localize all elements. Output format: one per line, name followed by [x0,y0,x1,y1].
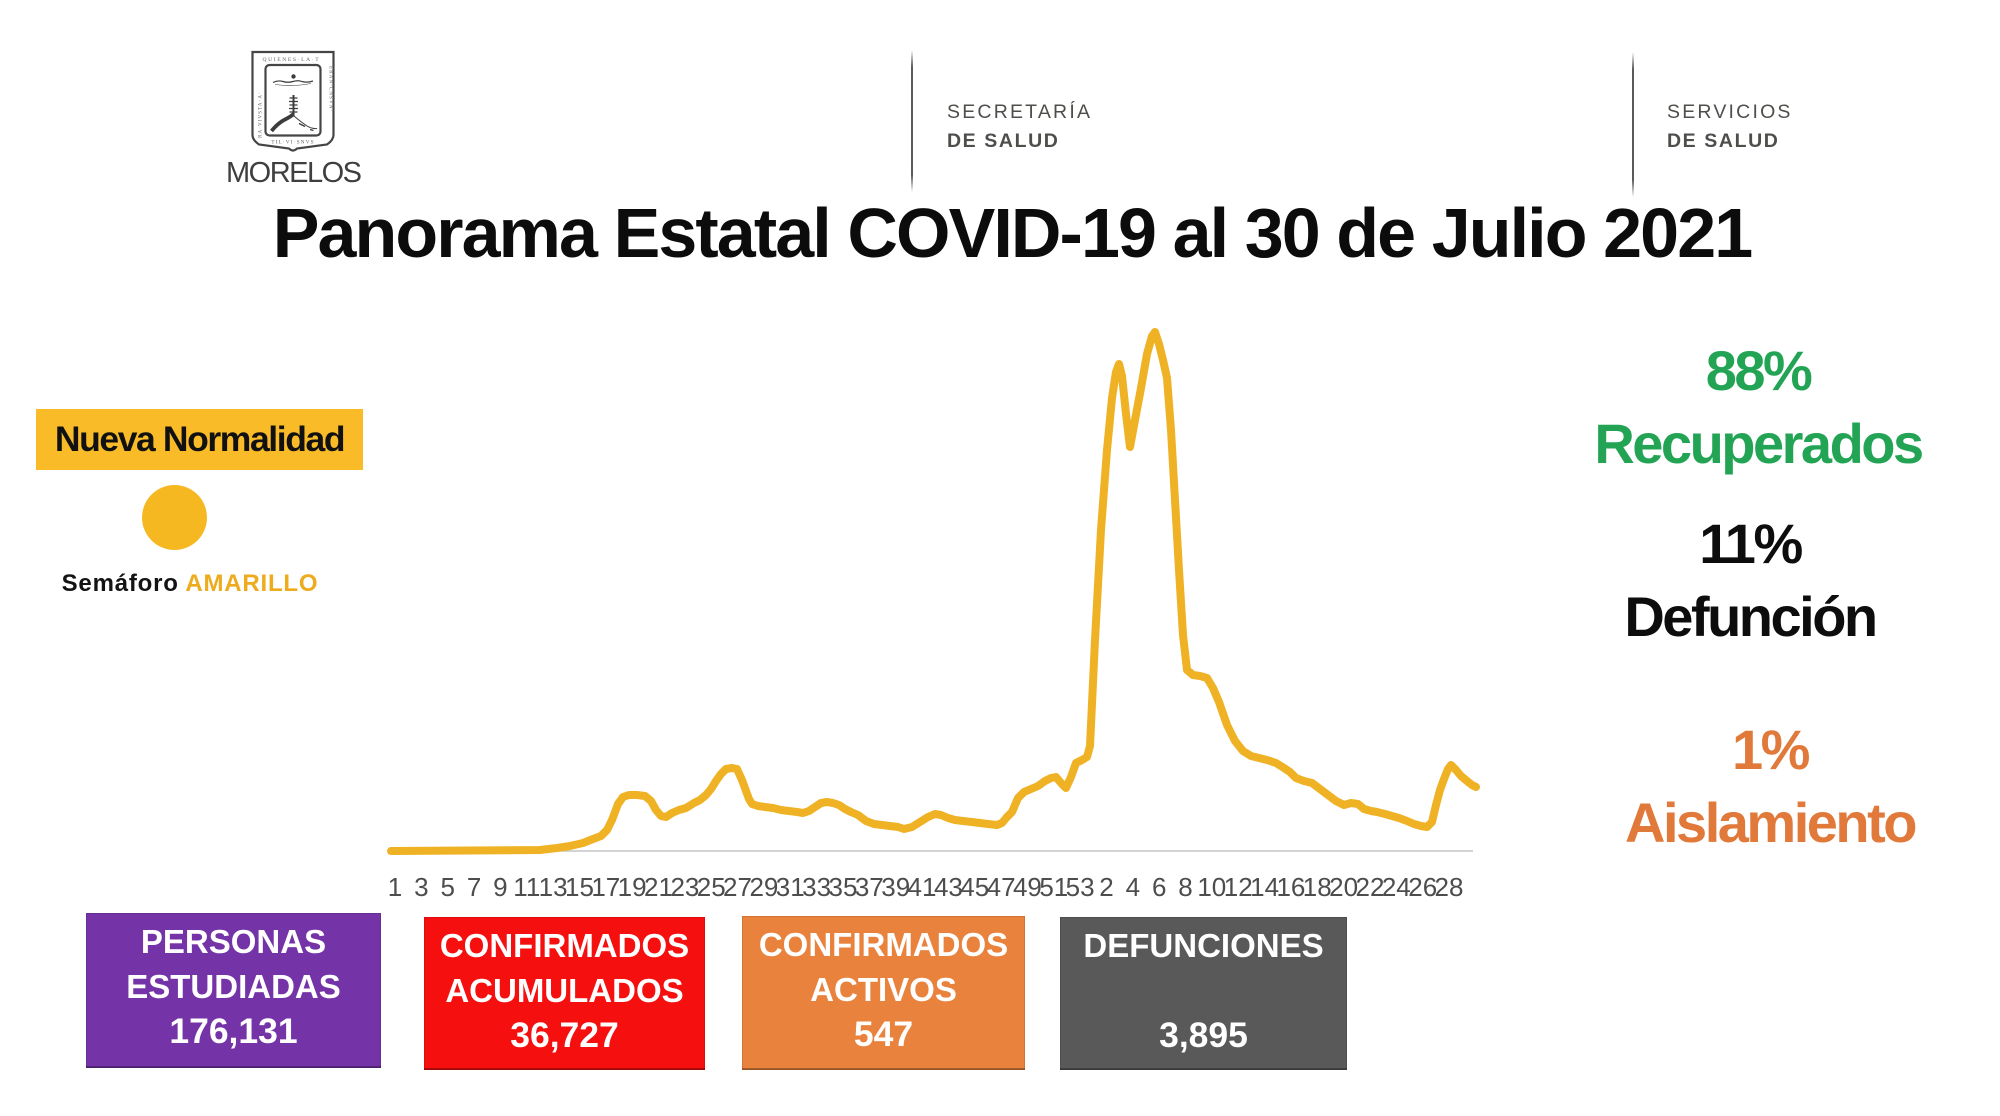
svg-text:3: 3 [414,872,428,902]
svg-text:17: 17 [591,872,620,902]
svg-text:RA·VIVSTA·A·: RA·VIVSTA·A· [258,91,264,138]
svg-text:TIL·VI·SNVS: TIL·VI·SNVS [271,140,315,146]
svg-text:31: 31 [776,872,805,902]
svg-text:39: 39 [881,872,910,902]
svg-text:22: 22 [1356,872,1385,902]
svg-text:45: 45 [960,872,989,902]
svg-text:24: 24 [1382,872,1411,902]
svg-text:29: 29 [749,872,778,902]
svg-text:26: 26 [1408,872,1437,902]
svg-text:12: 12 [1224,872,1253,902]
svg-text:43: 43 [934,872,963,902]
svg-text:33: 33 [802,872,831,902]
svg-text:27: 27 [723,872,752,902]
svg-text:2: 2 [1099,872,1113,902]
svg-text:7: 7 [467,872,481,902]
svg-text:28: 28 [1435,872,1464,902]
svg-text:10: 10 [1197,872,1226,902]
svg-text:16: 16 [1276,872,1305,902]
svg-text:11: 11 [513,872,540,902]
svg-text:35: 35 [829,872,858,902]
svg-text:1: 1 [388,872,402,902]
svg-text:18: 18 [1303,872,1332,902]
svg-text:51: 51 [1039,872,1068,902]
svg-text:15: 15 [565,872,594,902]
svg-text:19: 19 [618,872,647,902]
svg-text:8: 8 [1178,872,1192,902]
svg-text:49: 49 [1013,872,1042,902]
svg-text:21: 21 [644,872,673,902]
svg-text:14: 14 [1250,872,1279,902]
svg-text:6: 6 [1152,872,1166,902]
svg-text:23: 23 [670,872,699,902]
svg-text:5: 5 [440,872,454,902]
svg-text:25: 25 [697,872,726,902]
svg-text:20: 20 [1329,872,1358,902]
svg-text:ERAN·CNSVN·: ERAN·CNSVN· [328,66,334,112]
svg-text:53: 53 [1066,872,1095,902]
svg-text:QUIENES·LA·T: QUIENES·LA·T [263,57,321,63]
svg-text:9: 9 [493,872,507,902]
svg-text:4: 4 [1126,872,1140,902]
svg-text:13: 13 [539,872,568,902]
svg-text:47: 47 [987,872,1016,902]
svg-text:37: 37 [855,872,884,902]
svg-text:41: 41 [908,872,937,902]
